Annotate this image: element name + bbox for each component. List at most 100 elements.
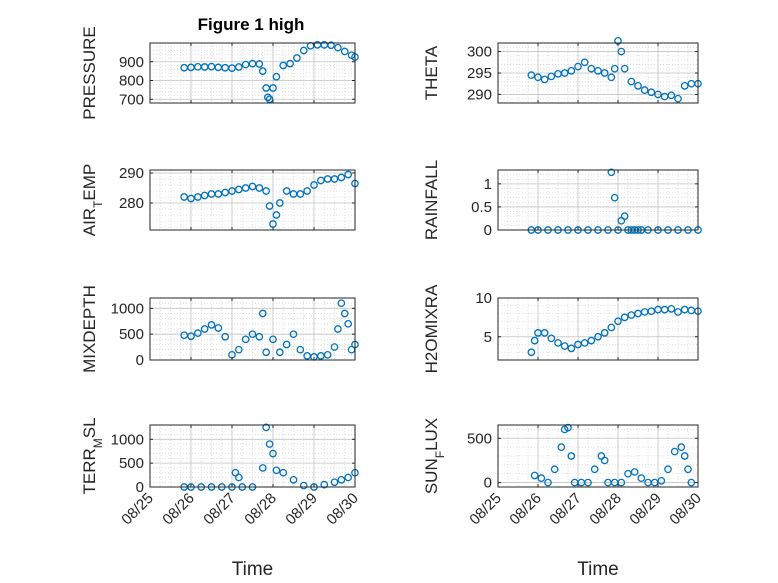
data-point xyxy=(617,478,626,487)
y-tick-label: 500 xyxy=(119,326,144,343)
data-point xyxy=(265,440,274,448)
data-point xyxy=(617,47,626,56)
axes-box xyxy=(497,424,699,488)
data-point xyxy=(330,343,339,351)
y-tick-label: 1000 xyxy=(111,431,144,448)
data-point xyxy=(560,342,569,350)
data-point xyxy=(323,350,332,359)
data-point xyxy=(654,90,662,99)
x-tick-label: 08/25 xyxy=(466,490,505,529)
data-point xyxy=(269,84,277,92)
data-point xyxy=(234,345,243,354)
data-point xyxy=(580,58,589,67)
y-tick-label: 290 xyxy=(467,86,492,103)
data-point xyxy=(677,443,686,451)
y-axis-label: TERRMSL xyxy=(80,417,105,494)
data-point xyxy=(594,332,602,341)
y-tick-label: 800 xyxy=(119,73,144,90)
subplot-5: 0 500 1000 MIXDEPTH xyxy=(80,285,359,373)
data-point xyxy=(200,325,209,333)
x-axis-label: Time xyxy=(232,559,274,580)
data-point xyxy=(193,329,202,337)
data-point xyxy=(547,334,556,343)
data-point xyxy=(234,473,243,482)
subplot-6: 5 10 H2OMIXRA xyxy=(422,284,702,373)
data-point xyxy=(334,325,342,333)
data-point xyxy=(540,75,549,84)
data-point xyxy=(262,423,271,432)
data-point xyxy=(265,95,274,104)
subplot-3: 280 290 AIRTEMP xyxy=(80,164,359,236)
data-point xyxy=(221,332,230,341)
data-point xyxy=(667,91,676,100)
y-tick-label: 0 xyxy=(484,475,492,492)
y-axis-label: THETA xyxy=(422,45,441,100)
y-axis-label: H2OMIXRA xyxy=(422,284,441,373)
y-axis-label: SUNFLUX xyxy=(422,418,447,494)
data-point xyxy=(255,332,264,341)
data-point xyxy=(337,475,346,484)
data-point xyxy=(557,443,566,451)
data-point xyxy=(607,168,616,177)
y-tick-label: 0.5 xyxy=(471,199,492,216)
data-point xyxy=(180,193,189,201)
x-tick-label: 08/29 xyxy=(626,490,665,529)
axes-box xyxy=(149,169,356,231)
data-point xyxy=(264,93,272,102)
data-point xyxy=(296,345,305,354)
data-point xyxy=(680,82,689,90)
data-point xyxy=(279,61,288,70)
data-point xyxy=(269,335,277,344)
subplot-4: 0 0.5 1 RAINFALL xyxy=(422,160,702,240)
data-point xyxy=(255,184,264,192)
x-tick-label: 08/30 xyxy=(323,490,362,529)
data-point xyxy=(670,447,679,456)
data-point xyxy=(279,468,288,477)
data-point xyxy=(564,423,572,432)
y-axis-label: RAINFALL xyxy=(422,160,441,240)
y-tick-label: 700 xyxy=(119,91,144,108)
axes-box xyxy=(149,424,356,488)
data-point xyxy=(637,474,646,482)
x-tick-label: 08/26 xyxy=(506,490,545,529)
data-point xyxy=(187,332,195,341)
data-point xyxy=(262,187,271,195)
y-tick-label: 280 xyxy=(119,195,144,212)
data-point xyxy=(620,313,629,322)
data-point xyxy=(674,308,682,316)
y-tick-label: 1 xyxy=(484,176,492,193)
data-point xyxy=(327,41,335,50)
data-point xyxy=(310,181,318,189)
data-point xyxy=(567,344,576,353)
data-point xyxy=(684,465,692,474)
y-tick-label: 0 xyxy=(136,352,144,369)
data-point xyxy=(258,309,267,318)
y-tick-label: 1000 xyxy=(111,300,144,317)
x-tick-label: 08/29 xyxy=(282,490,321,529)
data-point xyxy=(567,452,576,460)
x-tick-label: 08/28 xyxy=(241,490,280,529)
y-tick-label: 900 xyxy=(119,54,144,71)
data-point xyxy=(590,465,599,474)
data-point xyxy=(620,212,629,221)
y-tick-label: 0 xyxy=(484,222,492,239)
data-point xyxy=(624,469,632,478)
data-point xyxy=(544,478,552,487)
data-point xyxy=(334,43,342,52)
data-point xyxy=(299,481,308,490)
data-point xyxy=(554,339,562,347)
y-tick-label: 500 xyxy=(467,430,492,447)
data-point xyxy=(537,474,546,482)
data-point xyxy=(258,464,267,472)
data-point xyxy=(275,348,284,357)
y-tick-label: 295 xyxy=(467,65,492,82)
data-point xyxy=(241,335,250,344)
data-point xyxy=(574,62,582,71)
data-point xyxy=(627,77,636,86)
y-tick-label: 300 xyxy=(467,44,492,61)
data-point xyxy=(340,47,349,56)
data-point xyxy=(587,64,596,73)
data-point xyxy=(610,193,619,202)
